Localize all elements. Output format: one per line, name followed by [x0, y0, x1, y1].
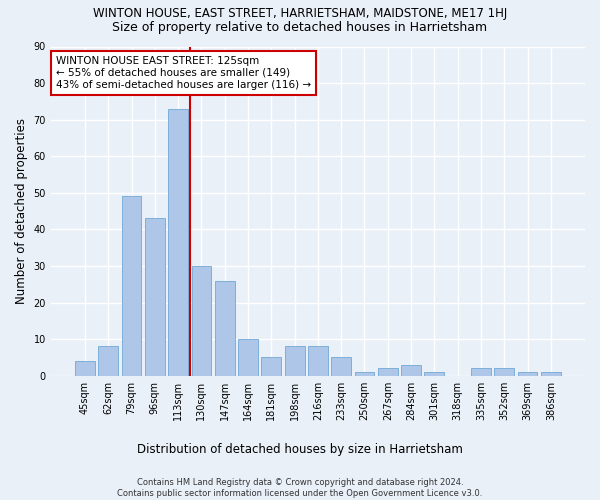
- Bar: [308, 346, 328, 376]
- Bar: [215, 280, 235, 376]
- Bar: [122, 196, 142, 376]
- Y-axis label: Number of detached properties: Number of detached properties: [15, 118, 28, 304]
- Bar: [98, 346, 118, 376]
- Text: Size of property relative to detached houses in Harrietsham: Size of property relative to detached ho…: [112, 21, 488, 34]
- Bar: [331, 358, 351, 376]
- Bar: [285, 346, 305, 376]
- Bar: [518, 372, 538, 376]
- Bar: [168, 108, 188, 376]
- Bar: [424, 372, 444, 376]
- Bar: [262, 358, 281, 376]
- Bar: [355, 372, 374, 376]
- Bar: [145, 218, 165, 376]
- Bar: [471, 368, 491, 376]
- Text: Contains HM Land Registry data © Crown copyright and database right 2024.
Contai: Contains HM Land Registry data © Crown c…: [118, 478, 482, 498]
- Bar: [191, 266, 211, 376]
- Bar: [75, 361, 95, 376]
- Text: WINTON HOUSE EAST STREET: 125sqm
← 55% of detached houses are smaller (149)
43% : WINTON HOUSE EAST STREET: 125sqm ← 55% o…: [56, 56, 311, 90]
- Bar: [378, 368, 398, 376]
- Bar: [401, 365, 421, 376]
- Bar: [541, 372, 561, 376]
- Text: Distribution of detached houses by size in Harrietsham: Distribution of detached houses by size …: [137, 442, 463, 456]
- Text: WINTON HOUSE, EAST STREET, HARRIETSHAM, MAIDSTONE, ME17 1HJ: WINTON HOUSE, EAST STREET, HARRIETSHAM, …: [93, 8, 507, 20]
- Bar: [494, 368, 514, 376]
- Bar: [238, 339, 258, 376]
